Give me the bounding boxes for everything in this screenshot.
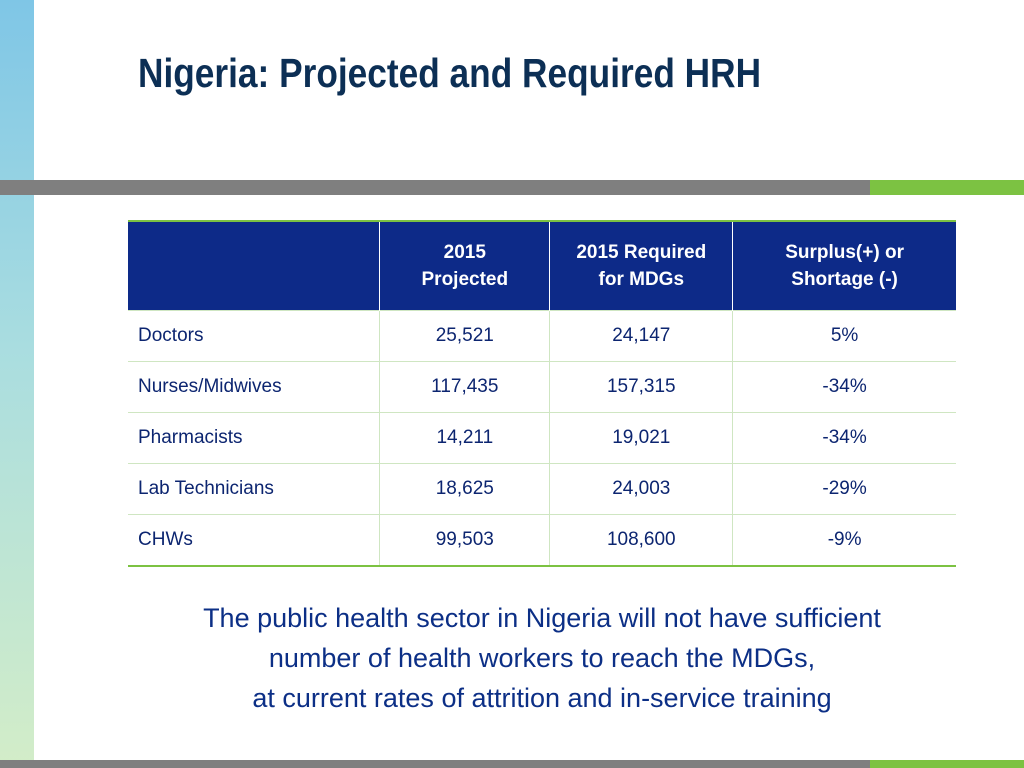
- row-category: Pharmacists: [128, 412, 380, 464]
- summary-line-3: at current rates of attrition and in-ser…: [252, 683, 832, 713]
- footer-bar-green: [870, 760, 1024, 768]
- row-category: Lab Technicians: [128, 463, 380, 515]
- row-difference: -9%: [732, 514, 956, 566]
- table-header: 2015 Projected 2015 Required for MDGs Su…: [128, 221, 956, 311]
- slide-title: Nigeria: Projected and Required HRH: [138, 50, 762, 96]
- row-difference: -34%: [732, 361, 956, 413]
- row-category: CHWs: [128, 514, 380, 566]
- row-required: 24,147: [549, 310, 733, 362]
- header-row: 2015 Projected 2015 Required for MDGs Su…: [128, 221, 956, 311]
- table-row: Pharmacists 14,211 19,021 -34%: [128, 412, 956, 464]
- hrh-table: 2015 Projected 2015 Required for MDGs Su…: [128, 220, 956, 567]
- row-projected: 25,521: [379, 310, 550, 362]
- row-projected: 117,435: [379, 361, 550, 413]
- header-difference-line1: Surplus(+) or: [785, 242, 904, 263]
- summary-line-1: The public health sector in Nigeria will…: [203, 603, 881, 633]
- header-projected-line2: Projected: [421, 269, 509, 290]
- header-cell-blank: [128, 221, 380, 311]
- header-cell-projected: 2015 Projected: [379, 221, 550, 311]
- table-body: Doctors 25,521 24,147 5% Nurses/Midwives…: [128, 310, 956, 566]
- header-required-line2: for MDGs: [598, 269, 685, 290]
- header-required-line1: 2015 Required: [576, 242, 707, 263]
- row-required: 19,021: [549, 412, 733, 464]
- title-divider-gray: [0, 180, 870, 195]
- header-projected-line1: 2015: [443, 242, 486, 263]
- row-difference: 5%: [732, 310, 956, 362]
- header-difference-line2: Shortage (-): [791, 269, 898, 290]
- left-accent-bar: [0, 0, 34, 768]
- header-cell-difference: Surplus(+) or Shortage (-): [732, 221, 956, 311]
- row-required: 108,600: [549, 514, 733, 566]
- header-cell-required: 2015 Required for MDGs: [549, 221, 733, 311]
- row-category: Nurses/Midwives: [128, 361, 380, 413]
- table-row: Lab Technicians 18,625 24,003 -29%: [128, 463, 956, 515]
- row-projected: 18,625: [379, 463, 550, 515]
- summary-line-2: number of health workers to reach the MD…: [268, 643, 816, 673]
- summary-text: The public health sector in Nigeria will…: [140, 598, 944, 718]
- table-row: Doctors 25,521 24,147 5%: [128, 310, 956, 362]
- row-difference: -34%: [732, 412, 956, 464]
- row-projected: 99,503: [379, 514, 550, 566]
- row-category: Doctors: [128, 310, 380, 362]
- table-row: CHWs 99,503 108,600 -9%: [128, 514, 956, 566]
- row-difference: -29%: [732, 463, 956, 515]
- footer-bar-gray: [0, 760, 870, 768]
- row-required: 157,315: [549, 361, 733, 413]
- row-projected: 14,211: [379, 412, 550, 464]
- table-row: Nurses/Midwives 117,435 157,315 -34%: [128, 361, 956, 413]
- title-divider-green: [870, 180, 1024, 195]
- row-required: 24,003: [549, 463, 733, 515]
